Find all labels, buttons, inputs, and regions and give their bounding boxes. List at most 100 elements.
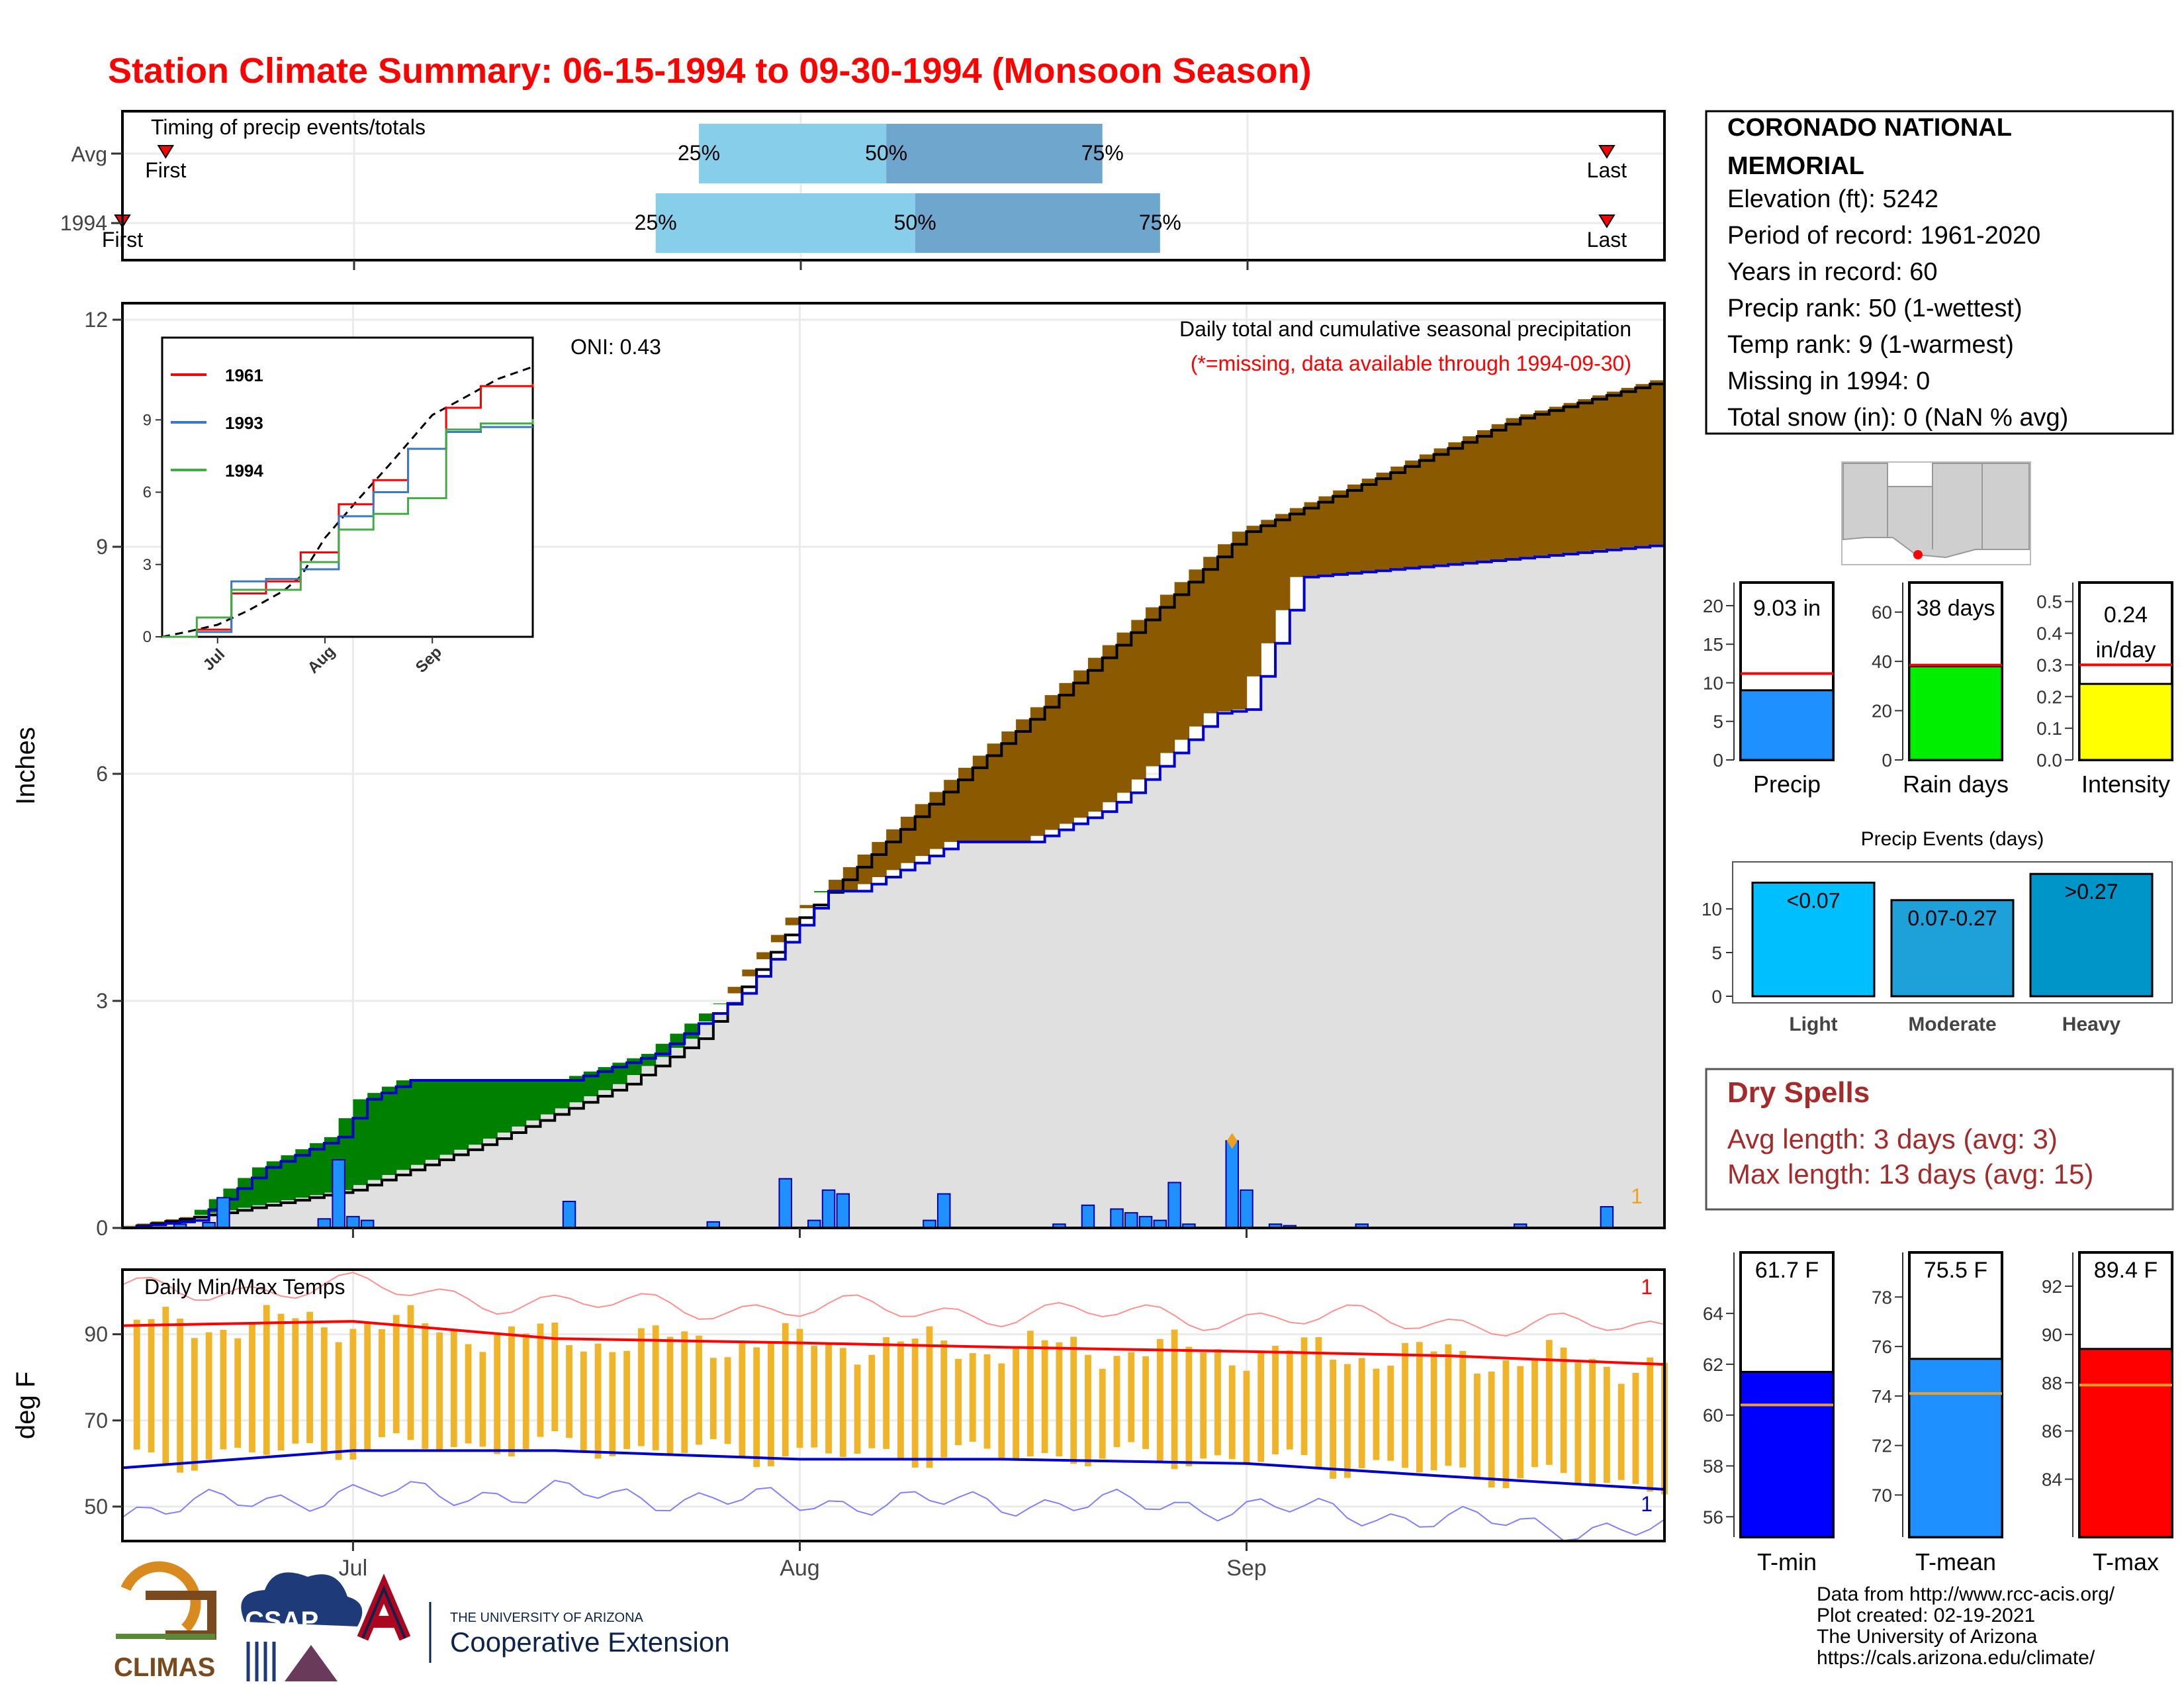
legend-1993: 1993: [225, 413, 263, 433]
daily-temp-bar: [1358, 1358, 1365, 1469]
daily-temp-bar: [392, 1315, 400, 1434]
daily-precip-bar: [1124, 1212, 1138, 1229]
intensity-tick-label: 0.2: [2036, 686, 2062, 707]
csap-logo: CSAP: [241, 1572, 363, 1681]
deficit-area: [1333, 490, 1348, 574]
tmax-bar: [2078, 1348, 2173, 1538]
daily-temp-bar: [883, 1336, 890, 1449]
station-elevation: Elevation (ft): 5242: [1727, 185, 1938, 213]
daily-temp-bar: [681, 1331, 688, 1453]
tmin-tick-label: 60: [1703, 1405, 1723, 1426]
main-ylabel: Inches: [11, 727, 40, 805]
surplus-area: [425, 1080, 440, 1160]
deficit-area: [1491, 424, 1507, 560]
daily-temp-bar: [983, 1354, 991, 1449]
daily-temp-bar: [220, 1329, 227, 1450]
daily-temp-bar: [1013, 1346, 1019, 1461]
daily-temp-bar: [1214, 1349, 1221, 1456]
daily-temp-bar: [594, 1343, 602, 1459]
inset-chart: 0 3 6 9 Jul Aug Sep 1961 1993 1994: [143, 336, 534, 677]
daily-temp-bar: [1545, 1340, 1553, 1465]
temp-panel: 50 70 90 Jul Aug Sep Daily Min/Max Temps deg…: [11, 1268, 1668, 1581]
daily-precip-bar: [317, 1218, 332, 1229]
daily-temp-bar: [1402, 1342, 1408, 1468]
dry-spells-title: Dry Spells: [1727, 1076, 1870, 1109]
daily-temp-bar: [1286, 1350, 1293, 1450]
surplus-area: [295, 1149, 310, 1198]
deficit-area: [1160, 594, 1175, 753]
daily-temp-bar: [436, 1333, 443, 1452]
daily-temp-bar: [379, 1329, 385, 1437]
daily-temp-bar: [133, 1319, 140, 1450]
daily-temp-bar: [666, 1336, 674, 1456]
deficit-area: [1448, 442, 1463, 563]
temp-title: Daily Min/Max Temps: [144, 1275, 345, 1299]
daily-temp-bar: [292, 1318, 299, 1444]
record-high-line: [122, 1272, 1665, 1337]
events-category-label: Moderate: [1908, 1013, 1996, 1035]
deficit-area: [1116, 632, 1132, 793]
deficit-area: [1535, 410, 1550, 556]
deficit-area: [1563, 402, 1578, 553]
surplus-area: [583, 1071, 599, 1097]
main-precip-panel: 0 3 6 9 12 Inches ONI: 0.43 Daily total and …: [11, 302, 1666, 1240]
deficit-area: [915, 804, 931, 857]
tmean-bar: [1908, 1358, 2003, 1538]
daily-temp-bar: [335, 1342, 342, 1460]
daily-temp-bar: [955, 1358, 962, 1446]
footer-created: Plot created: 02-19-2021: [1817, 1605, 2035, 1626]
avg-tmin-line: [122, 1449, 1665, 1491]
daily-temp-bar: [1156, 1338, 1163, 1462]
events-category-label: Light: [1789, 1013, 1837, 1035]
daily-temp-bar: [263, 1305, 270, 1455]
daily-temp-bar: [1315, 1336, 1322, 1469]
deficit-area: [1347, 484, 1363, 573]
daily-temp-bar: [162, 1306, 169, 1464]
avg-tmax-line: [122, 1320, 1665, 1366]
deficit-area: [1549, 406, 1565, 554]
footer-university: The University of Arizona: [1817, 1626, 2038, 1648]
daily-temp-bar: [1474, 1374, 1480, 1477]
intensity-bar-unit: in/day: [2096, 637, 2156, 663]
station-missing: Missing in 1994: 0: [1727, 367, 1930, 395]
timing-title: Timing of precip events/totals: [151, 115, 426, 139]
daily-temp-bar: [249, 1323, 255, 1453]
daily-temp-bar: [768, 1342, 774, 1467]
legend-1961: 1961: [225, 365, 263, 385]
station-marker-icon: [1913, 550, 1923, 559]
record-low-line: [122, 1479, 1665, 1542]
daily-temp-bar: [580, 1351, 587, 1451]
deficit-area: [872, 841, 887, 877]
daily-temp-bar: [724, 1357, 731, 1444]
ua-logo-big: Cooperative Extension: [450, 1626, 730, 1658]
daily-temp-bar: [1647, 1357, 1654, 1492]
deficit-area: [756, 952, 772, 960]
daily-temp-bar: [349, 1329, 357, 1460]
deficit-area: [136, 1223, 152, 1225]
deficit-area: [1275, 514, 1291, 610]
deficit-area: [727, 986, 743, 994]
daily-temp-bar: [1603, 1366, 1610, 1483]
timing-last-label: Last: [1587, 228, 1627, 252]
intensity-tick-label: 0.5: [2036, 592, 2062, 612]
temp-ytick-label: 90: [84, 1323, 108, 1346]
raindays-tick-label: 0: [1882, 750, 1892, 771]
daily-temp-bar: [811, 1346, 818, 1448]
tmean-bar-label: T-mean: [1915, 1548, 1996, 1575]
deficit-area: [1261, 520, 1276, 643]
station-years: Years in record: 60: [1727, 258, 1938, 286]
deficit-area: [929, 792, 944, 849]
daily-temp-bar: [479, 1352, 486, 1447]
events-bar-light: [1751, 881, 1876, 998]
deficit-area: [900, 816, 916, 863]
daily-temp-bar: [782, 1323, 789, 1457]
surplus-area: [814, 891, 829, 893]
main-ytick-label: 3: [96, 989, 108, 1013]
deficit-area: [1073, 670, 1089, 818]
temp-summary-bars: 56 58 60 62 64 70 72 74 76 78 84 86 88 90 92: [1703, 1251, 2173, 1538]
surplus-area: [453, 1080, 469, 1150]
deficit-area: [1001, 731, 1017, 842]
daily-temp-bar: [868, 1354, 876, 1448]
daily-temp-bar: [911, 1338, 919, 1468]
tmean-tick-label: 78: [1872, 1287, 1892, 1307]
